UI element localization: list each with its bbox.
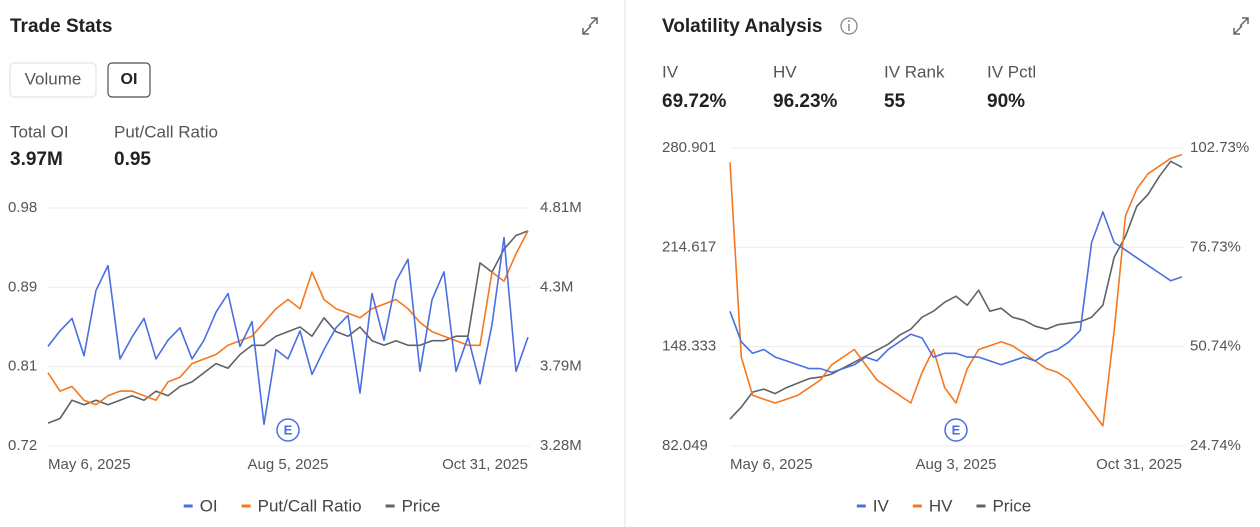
x-tick-label: Oct 31, 2025 [1096, 456, 1182, 473]
legend-label[interactable]: IV [873, 496, 890, 515]
tab-label[interactable]: OI [121, 71, 138, 88]
y2-tick-label: 4.3M [540, 278, 573, 295]
series-line [729, 153, 1183, 427]
y2-tick-label: 50.74% [1190, 338, 1241, 355]
y-tick-label: 0.89 [8, 278, 37, 295]
y-tick-label: 280.901 [662, 139, 716, 156]
series-line [47, 230, 529, 406]
panel-title: Volatility Analysis [662, 16, 823, 37]
stat-value: 69.72% [662, 91, 727, 112]
x-tick-label: May 6, 2025 [48, 456, 131, 473]
stat-label: Total OI [10, 122, 69, 141]
y2-tick-label: 4.81M [540, 199, 582, 216]
x-tick-label: Oct 31, 2025 [442, 456, 528, 473]
y2-tick-label: 76.73% [1190, 238, 1241, 255]
stat-label: IV Rank [884, 62, 945, 81]
legend-label[interactable]: OI [200, 496, 218, 515]
legend-label[interactable]: HV [929, 496, 953, 515]
series-line [47, 236, 529, 425]
stat-value: 96.23% [773, 91, 838, 112]
x-tick-label: Aug 5, 2025 [248, 456, 329, 473]
stat-value: 0.95 [114, 149, 151, 170]
y-tick-label: 214.617 [662, 238, 716, 255]
tab-box[interactable] [107, 62, 151, 98]
legend-label[interactable]: Price [402, 496, 441, 515]
x-tick-label: May 6, 2025 [730, 456, 813, 473]
tab-label[interactable]: Volume [25, 69, 82, 88]
tab[interactable]: OI [107, 62, 151, 98]
legend-label[interactable]: Put/Call Ratio [258, 496, 362, 515]
stat-label: IV [662, 62, 679, 81]
earnings-marker[interactable] [944, 418, 968, 442]
series-line [47, 230, 529, 424]
y2-tick-label: 3.79M [540, 358, 582, 375]
y2-tick-label: 3.28M [540, 437, 582, 454]
stat-label: HV [773, 62, 797, 81]
expand-icon[interactable] [582, 17, 598, 35]
expand-icon[interactable] [1233, 17, 1249, 35]
y-tick-label: 148.333 [662, 338, 716, 355]
y-tick-label: 82.049 [662, 437, 708, 454]
stat-value: 3.97M [10, 149, 63, 170]
earnings-label: E [284, 422, 293, 437]
stat-value: 55 [884, 91, 906, 112]
stat-label: Put/Call Ratio [114, 122, 218, 141]
stat-value: 90% [987, 91, 1025, 112]
y2-tick-label: 24.74% [1190, 437, 1241, 454]
series-line [729, 160, 1183, 420]
legend-label[interactable]: Price [992, 496, 1031, 515]
stat-label: IV Pctl [987, 62, 1036, 81]
tab[interactable]: Volume [9, 62, 97, 98]
panel-title: Trade Stats [10, 16, 112, 37]
earnings-label: E [952, 422, 961, 437]
y-tick-label: 0.81 [8, 358, 37, 375]
tab-box[interactable] [9, 62, 97, 98]
y2-tick-label: 102.73% [1190, 139, 1249, 156]
earnings-marker[interactable] [276, 418, 300, 442]
y-tick-label: 0.72 [8, 437, 37, 454]
info-icon[interactable] [840, 17, 858, 35]
series-line [729, 211, 1183, 374]
y-tick-label: 0.98 [8, 199, 37, 216]
x-tick-label: Aug 3, 2025 [916, 456, 997, 473]
